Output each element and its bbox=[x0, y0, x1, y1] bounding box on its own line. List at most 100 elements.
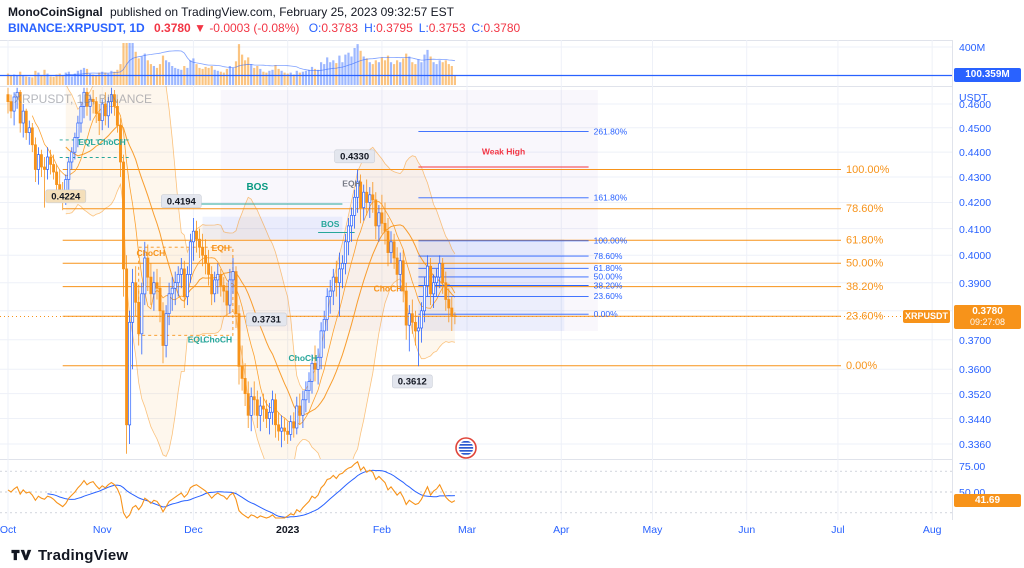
fib-level-label: 38.20% bbox=[846, 281, 884, 293]
axis-tick-label: 75.00 bbox=[959, 461, 986, 473]
axis-tick-label: 0.4100 bbox=[959, 223, 992, 236]
smc-annotation: ChoCH bbox=[136, 248, 165, 258]
bar-countdown: 09:27:08 bbox=[969, 316, 1006, 327]
ohlc-label: O: bbox=[308, 21, 322, 35]
ohlc-value: 0.3783 bbox=[321, 21, 359, 35]
chart-area: 100.00% 78.60% 61.80% 50.00% 38.20% 23.60% 0.0… bbox=[0, 38, 1024, 542]
fib-level-label: 50.00% bbox=[846, 258, 884, 270]
current-price-value: 0.3780 bbox=[972, 305, 1003, 317]
ohlc-value: 0.3780 bbox=[483, 21, 521, 35]
axis-tick-label: 400M bbox=[959, 42, 986, 54]
axis-tick-label: 0.4000 bbox=[959, 250, 992, 263]
time-axis-label: Mar bbox=[457, 524, 477, 536]
price-level-box[interactable] bbox=[334, 149, 375, 164]
smc-annotation: EQH bbox=[342, 179, 360, 189]
time-axis-label: May bbox=[642, 524, 663, 536]
volume-badge: 100.359M bbox=[954, 68, 1021, 83]
smc-annotation: BOS bbox=[321, 219, 340, 229]
axis-tick-label: 0.3360 bbox=[959, 438, 992, 451]
last-price: 0.3780 bbox=[154, 21, 191, 35]
publish-info: published on TradingView.com, February 2… bbox=[110, 5, 454, 19]
pane-separator-rsi[interactable] bbox=[0, 459, 1024, 460]
fib-level-label: 61.80% bbox=[594, 263, 623, 273]
axis-separator bbox=[952, 40, 953, 541]
ohlc-values: O:0.3783 H:0.3795 L:0.3753 C:0.3780 bbox=[303, 21, 521, 35]
svg-text:0.3612: 0.3612 bbox=[398, 377, 427, 388]
price-level-box[interactable] bbox=[161, 194, 202, 208]
fib-level-label: 78.60% bbox=[846, 203, 884, 215]
fib-level-label: 161.80% bbox=[594, 193, 628, 203]
axis-tick-label: 0.3700 bbox=[959, 334, 992, 347]
smc-annotation: EQL bbox=[78, 137, 95, 147]
brand-name[interactable]: TradingView bbox=[38, 546, 129, 564]
axis-tick-label: USDT bbox=[959, 92, 988, 104]
time-axis[interactable]: Oct Nov Dec 2023 Feb Mar Apr May Jun Jul Aug bbox=[0, 520, 1024, 542]
axis-tick-label: 0.3600 bbox=[959, 364, 992, 377]
ohlc-label: C: bbox=[471, 21, 484, 35]
time-axis-label: Aug bbox=[922, 524, 942, 536]
smc-annotation: EQL bbox=[188, 335, 205, 345]
byline: MonoCoinSignal published on TradingView.… bbox=[8, 4, 1024, 20]
monocoinsignal-logo bbox=[455, 437, 477, 459]
axis-tick-label: 0.4300 bbox=[959, 171, 992, 184]
time-axis-label: 2023 bbox=[275, 524, 300, 536]
time-axis-label: Dec bbox=[184, 524, 203, 536]
price-level-box[interactable] bbox=[391, 374, 433, 389]
axis-tick-label: 0.3520 bbox=[959, 388, 992, 401]
axis-tick-label: 0.4200 bbox=[959, 197, 992, 210]
axis-tick-label: 0.4600 bbox=[959, 99, 992, 111]
axis-tick-label: 0.3440 bbox=[959, 413, 992, 426]
main-chart-pane[interactable]: 100.00%78.60%61.80%50.00%38.20%23.60%0.0… bbox=[0, 86, 952, 459]
smc-annotation: BOS bbox=[246, 182, 268, 193]
volume-pane[interactable] bbox=[0, 40, 952, 86]
fib-level-label: 61.80% bbox=[846, 235, 884, 247]
axis-tick-label: 0.4400 bbox=[959, 147, 992, 160]
fib-level-label: 100.00% bbox=[846, 164, 890, 176]
time-axis-label: Jun bbox=[738, 524, 756, 536]
price-axis[interactable]: 400M USDT 0.4600 0.4500 0.4400 0.4300 0.4200 0.… bbox=[953, 38, 1024, 542]
fib-level-label: 78.60% bbox=[594, 251, 623, 261]
ohlc-label: H: bbox=[364, 21, 377, 35]
current-price-badge: 0.3780 09:27:08 bbox=[954, 304, 1021, 329]
price-level-box[interactable] bbox=[246, 312, 287, 327]
time-axis-label: Oct bbox=[0, 524, 17, 536]
smc-annotation: ChoCH bbox=[288, 353, 317, 363]
price-level-box[interactable] bbox=[45, 189, 87, 204]
fib-level-label: 23.60% bbox=[594, 291, 623, 301]
svg-text:0.3731: 0.3731 bbox=[252, 315, 282, 326]
fib-level-label: 0.00% bbox=[594, 309, 619, 319]
time-axis-label: Feb bbox=[372, 524, 391, 536]
time-axis-label: Apr bbox=[553, 524, 570, 536]
axis-tick-label: 0.3900 bbox=[959, 277, 992, 290]
rsi-pane[interactable] bbox=[0, 459, 952, 520]
chart-watermark: XRPUSDT, 1D, BINANCE bbox=[14, 92, 153, 106]
rsi-badge: 41.69 bbox=[954, 494, 1021, 508]
pane-separator-volume[interactable] bbox=[0, 86, 1024, 87]
smc-annotation: EQH bbox=[212, 243, 230, 253]
fib-level-label: 100.00% bbox=[594, 236, 628, 246]
author-name[interactable]: MonoCoinSignal bbox=[8, 5, 103, 19]
smc-annotation: ChoCH bbox=[97, 137, 126, 147]
fib-level-label: 0.00% bbox=[846, 360, 877, 372]
direction-arrow-icon: ▼ bbox=[194, 21, 206, 35]
header: MonoCoinSignal published on TradingView.… bbox=[0, 0, 1024, 38]
smc-annotation: ChoCH bbox=[374, 284, 403, 294]
symbol-title[interactable]: BINANCE:XRPUSDT, 1D bbox=[8, 21, 145, 35]
time-axis-label: Jul bbox=[831, 524, 845, 536]
symbol-price-tag: XRPUSDT bbox=[903, 310, 950, 323]
footer: TradingView bbox=[0, 542, 1024, 568]
svg-text:0.4194: 0.4194 bbox=[167, 196, 197, 207]
ohlc-label: L: bbox=[418, 21, 429, 35]
symbol-summary: BINANCE:XRPUSDT, 1D 0.3780 ▼ -0.0003 (-0… bbox=[8, 20, 1024, 36]
fib-level-label: 261.80% bbox=[594, 126, 628, 136]
svg-text:0.4330: 0.4330 bbox=[340, 152, 369, 163]
price-change: -0.0003 (-0.08%) bbox=[209, 21, 300, 35]
smc-annotation: Weak High bbox=[482, 147, 525, 157]
time-axis-label: Nov bbox=[92, 524, 112, 536]
svg-text:0.4224: 0.4224 bbox=[51, 192, 81, 203]
smc-annotation: ChoCH bbox=[203, 335, 232, 345]
ohlc-value: 0.3795 bbox=[376, 21, 413, 35]
tradingview-logo[interactable] bbox=[10, 547, 32, 563]
fib-level-label: 38.20% bbox=[594, 280, 623, 290]
